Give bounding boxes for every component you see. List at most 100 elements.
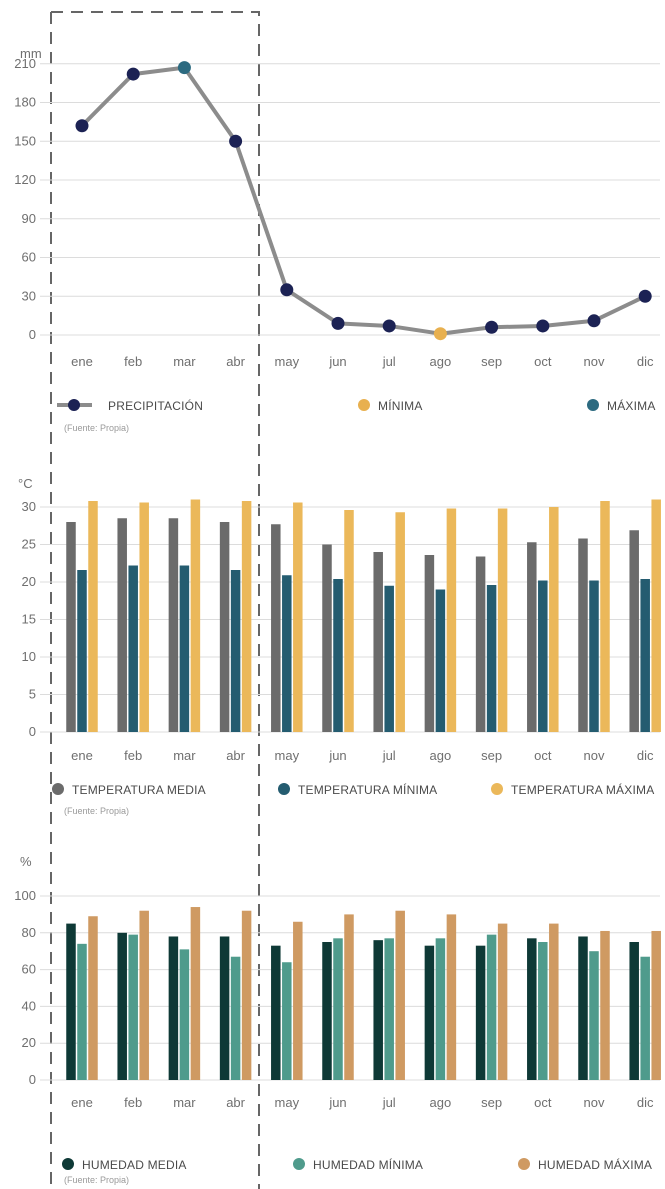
- humidity-x-tick-label: dic: [637, 1095, 654, 1110]
- humidity-bar-humedad-media-dic: [629, 942, 639, 1080]
- humidity-bar-humedad-media-ene: [66, 923, 76, 1080]
- temp-bar-temperatura-máxima-abr: [241, 501, 252, 732]
- humidity-bar-humedad-máxima-nov: [600, 930, 610, 1080]
- temp-x-tick-label: sep: [481, 748, 502, 763]
- precip-x-tick-label: jun: [328, 354, 346, 369]
- dashed-frame: [50, 11, 260, 1189]
- precip-y-tick-label: 0: [29, 327, 36, 342]
- temp-y-ticks: 0 5 10 15 20 25 30: [22, 499, 36, 739]
- precip-unit-label: mm: [20, 46, 42, 61]
- precip-point-jun: [331, 316, 345, 330]
- legend-temp-media: TEMPERATURA MEDIA: [72, 783, 206, 797]
- precip-x-tick-label: ene: [71, 354, 93, 369]
- temp-bar-temperatura-media-ago: [424, 555, 435, 732]
- temp-bar-temperatura-media-ene: [66, 522, 76, 732]
- temp-x-tick-label: jul: [382, 748, 396, 763]
- temp-y-tick-label: 30: [22, 499, 36, 514]
- temp-bar-temperatura-media-feb: [117, 518, 127, 732]
- humidity-x-tick-label: sep: [481, 1095, 502, 1110]
- temp-bar-temperatura-máxima-jun: [344, 510, 354, 732]
- precip-gridlines: [40, 63, 660, 336]
- humidity-bar-humedad-media-sep: [475, 945, 486, 1080]
- precip-x-tick-label: mar: [173, 354, 196, 369]
- humidity-bar-humedad-máxima-ene: [88, 916, 98, 1080]
- humidity-bar-humedad-máxima-sep: [497, 923, 508, 1080]
- humidity-bar-humedad-máxima-jul: [395, 910, 405, 1080]
- precipitation-chart: mm 0 30 60 90 120 150 180 210 ene feb mar abr may ju…: [14, 46, 660, 433]
- temp-x-tick-label: nov: [584, 748, 605, 763]
- temp-bar-temperatura-máxima-nov: [600, 501, 610, 732]
- legend-hum-maxima: HUMEDAD MÁXIMA: [538, 1157, 652, 1172]
- humidity-x-tick-label: may: [275, 1095, 300, 1110]
- humidity-bar-humedad-media-jun: [322, 942, 332, 1080]
- temp-bar-temperatura-media-nov: [578, 538, 588, 732]
- temp-y-tick-label: 5: [29, 687, 36, 702]
- temp-x-tick-label: ene: [71, 748, 93, 763]
- humidity-x-tick-label: jul: [382, 1095, 396, 1110]
- humidity-bar-humedad-mínima-may: [282, 962, 292, 1080]
- humidity-bar-humedad-máxima-mar: [190, 907, 201, 1080]
- legend-maxima-dot-icon: [587, 399, 599, 411]
- humidity-bar-humedad-máxima-ago: [446, 914, 457, 1080]
- temp-x-ticks: ene feb mar abr may jun jul ago sep oct nov dic: [71, 748, 654, 763]
- precip-x-tick-label: feb: [124, 354, 142, 369]
- precip-x-tick-label: ago: [430, 354, 452, 369]
- temp-bar-temperatura-media-may: [271, 524, 281, 732]
- humidity-bar-humedad-media-feb: [117, 932, 127, 1080]
- humidity-bar-humedad-mínima-ene: [77, 943, 87, 1080]
- precip-y-tick-label: 30: [22, 288, 36, 303]
- temp-bar-temperatura-mínima-sep: [486, 585, 497, 732]
- humidity-x-tick-label: mar: [173, 1095, 196, 1110]
- precip-point-ene: [75, 119, 89, 133]
- humidity-bar-humedad-mínima-ago: [435, 938, 446, 1080]
- temp-bar-temperatura-mínima-mar: [179, 565, 190, 732]
- temp-x-tick-label: may: [275, 748, 300, 763]
- temp-bar-temperatura-máxima-dic: [651, 499, 661, 732]
- legend-minima: MÍNIMA: [378, 398, 423, 413]
- temp-y-tick-label: 25: [22, 537, 36, 552]
- precip-point-mar: [177, 61, 191, 75]
- temp-bar-temperatura-máxima-ene: [88, 501, 98, 732]
- precip-series: [75, 61, 652, 341]
- humidity-bar-humedad-máxima-feb: [139, 910, 149, 1080]
- legend-hum-minima-dot-icon: [293, 1158, 305, 1170]
- temp-bars: [66, 499, 661, 732]
- temp-bar-temperatura-mínima-may: [282, 575, 292, 732]
- legend-hum-minima: HUMEDAD MÍNIMA: [313, 1157, 423, 1172]
- temp-bar-temperatura-mínima-ene: [77, 570, 87, 732]
- temp-bar-temperatura-mínima-jul: [384, 585, 394, 732]
- temperature-chart: °C 0 5 10 15 20 25 30 ene feb mar abr may jun jul ago…: [18, 476, 661, 816]
- humidity-y-tick-label: 60: [22, 962, 36, 977]
- precip-point-sep: [485, 320, 499, 334]
- humidity-bar-humedad-media-may: [271, 945, 281, 1080]
- temp-bar-temperatura-media-oct: [527, 542, 537, 732]
- precip-y-ticks: 0 30 60 90 120 150 180 210: [14, 56, 36, 342]
- precip-y-tick-label: 60: [22, 250, 36, 265]
- precip-point-feb: [126, 67, 140, 81]
- humidity-bar-humedad-media-jul: [373, 940, 383, 1080]
- precip-point-ago: [433, 327, 447, 341]
- legend-hum-media: HUMEDAD MEDIA: [82, 1158, 187, 1172]
- precip-x-tick-label: nov: [584, 354, 605, 369]
- precip-point-jul: [382, 319, 396, 333]
- humidity-source-note: (Fuente: Propia): [64, 1175, 129, 1185]
- humidity-bar-humedad-mínima-feb: [128, 934, 138, 1080]
- temp-bar-temperatura-máxima-ago: [446, 508, 457, 732]
- temp-bar-temperatura-máxima-may: [293, 502, 303, 732]
- precip-x-tick-label: dic: [637, 354, 654, 369]
- humidity-bars: [66, 907, 661, 1080]
- precip-line: [80, 65, 647, 336]
- humidity-bar-humedad-media-ago: [424, 945, 435, 1080]
- humidity-bar-humedad-mínima-jun: [333, 938, 343, 1080]
- humidity-y-tick-label: 80: [22, 925, 36, 940]
- precip-y-tick-label: 210: [14, 56, 36, 71]
- temp-bar-temperatura-media-jul: [373, 552, 383, 732]
- temp-bar-temperatura-media-abr: [219, 522, 230, 732]
- legend-temp-minima: TEMPERATURA MÍNIMA: [298, 782, 437, 797]
- temp-bar-temperatura-mínima-oct: [538, 580, 548, 732]
- humidity-bar-humedad-mínima-oct: [538, 942, 548, 1080]
- humidity-bar-humedad-mínima-sep: [486, 934, 497, 1080]
- humidity-bar-humedad-máxima-oct: [549, 923, 559, 1080]
- legend-precipitacion: PRECIPITACIÓN: [108, 398, 203, 413]
- temp-bar-temperatura-máxima-jul: [395, 512, 405, 732]
